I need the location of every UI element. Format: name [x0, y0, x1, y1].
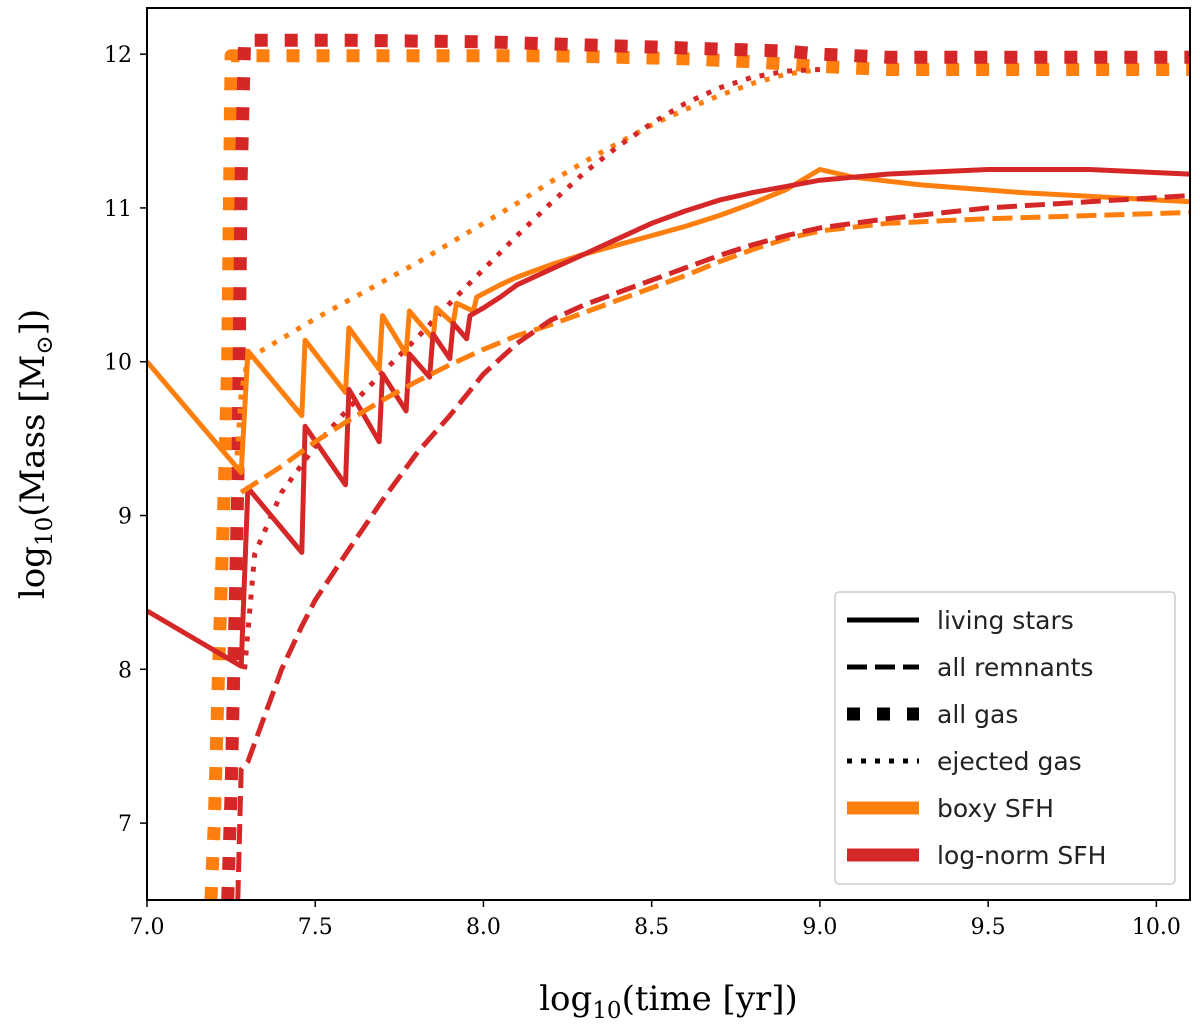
legend-entry-label: ejected gas	[937, 747, 1082, 776]
y-tick-label: 7	[118, 812, 132, 837]
y-tick-label: 8	[118, 658, 132, 683]
y-label-sub2: ⊙	[32, 335, 58, 354]
x-tick-label: 7.5	[298, 915, 333, 940]
y-label-prefix: log	[13, 546, 53, 599]
legend-entry-label: living stars	[937, 606, 1074, 635]
x-tick-label: 9.0	[802, 915, 837, 940]
series-line-lognorm-dashed	[235, 193, 1190, 900]
x-tick-label: 8.0	[466, 915, 501, 940]
y-label-sub: 10	[32, 517, 58, 546]
x-label-prefix: log	[539, 979, 592, 1019]
y-axis-label: log10(Mass [M⊙])	[13, 309, 58, 599]
series-line-boxy-dotted	[233, 67, 821, 470]
x-label-suffix: (time [yr])	[622, 979, 798, 1019]
x-label-sub: 10	[592, 998, 621, 1024]
series-line-boxy-solid	[147, 167, 1190, 475]
series-line-boxy-dashed	[239, 210, 1190, 495]
legend: living stars all remnants all gas ejected g…	[834, 591, 1176, 885]
plot-frame	[146, 7, 1191, 901]
series-line-lognorm-solid	[147, 167, 1190, 669]
y-tick-label: 9	[118, 505, 132, 530]
legend-entry-label: all gas	[937, 700, 1018, 729]
series-line-boxy-square-dotted	[204, 49, 1190, 900]
series-line-lognorm-dotted	[242, 67, 821, 670]
y-label-middle: (Mass [M	[13, 355, 53, 517]
y-tick-label: 11	[104, 197, 132, 222]
y-label-suffix: ])	[13, 309, 53, 336]
legend-entry-label: boxy SFH	[937, 794, 1054, 823]
legend-box	[834, 591, 1176, 885]
y-tick-label: 10	[104, 351, 132, 376]
x-axis-label: log10(time [yr])	[539, 979, 798, 1024]
x-tick-label: 9.5	[971, 915, 1006, 940]
y-tick-label: 12	[104, 43, 132, 68]
x-tick-label: 7.0	[130, 915, 165, 940]
series-line-lognorm-square-dotted	[221, 33, 1190, 900]
x-tick-label: 10.0	[1132, 915, 1181, 940]
x-tick-label: 8.5	[634, 915, 669, 940]
series-layer	[147, 33, 1190, 900]
ticks-layer: 7.0 7.5 8.0 8.5 9.0 9.5 10.0 7 8 9 10 11 12	[104, 43, 1181, 940]
legend-entry-label: all remnants	[937, 653, 1093, 682]
legend-entry-label: log-norm SFH	[937, 841, 1106, 870]
